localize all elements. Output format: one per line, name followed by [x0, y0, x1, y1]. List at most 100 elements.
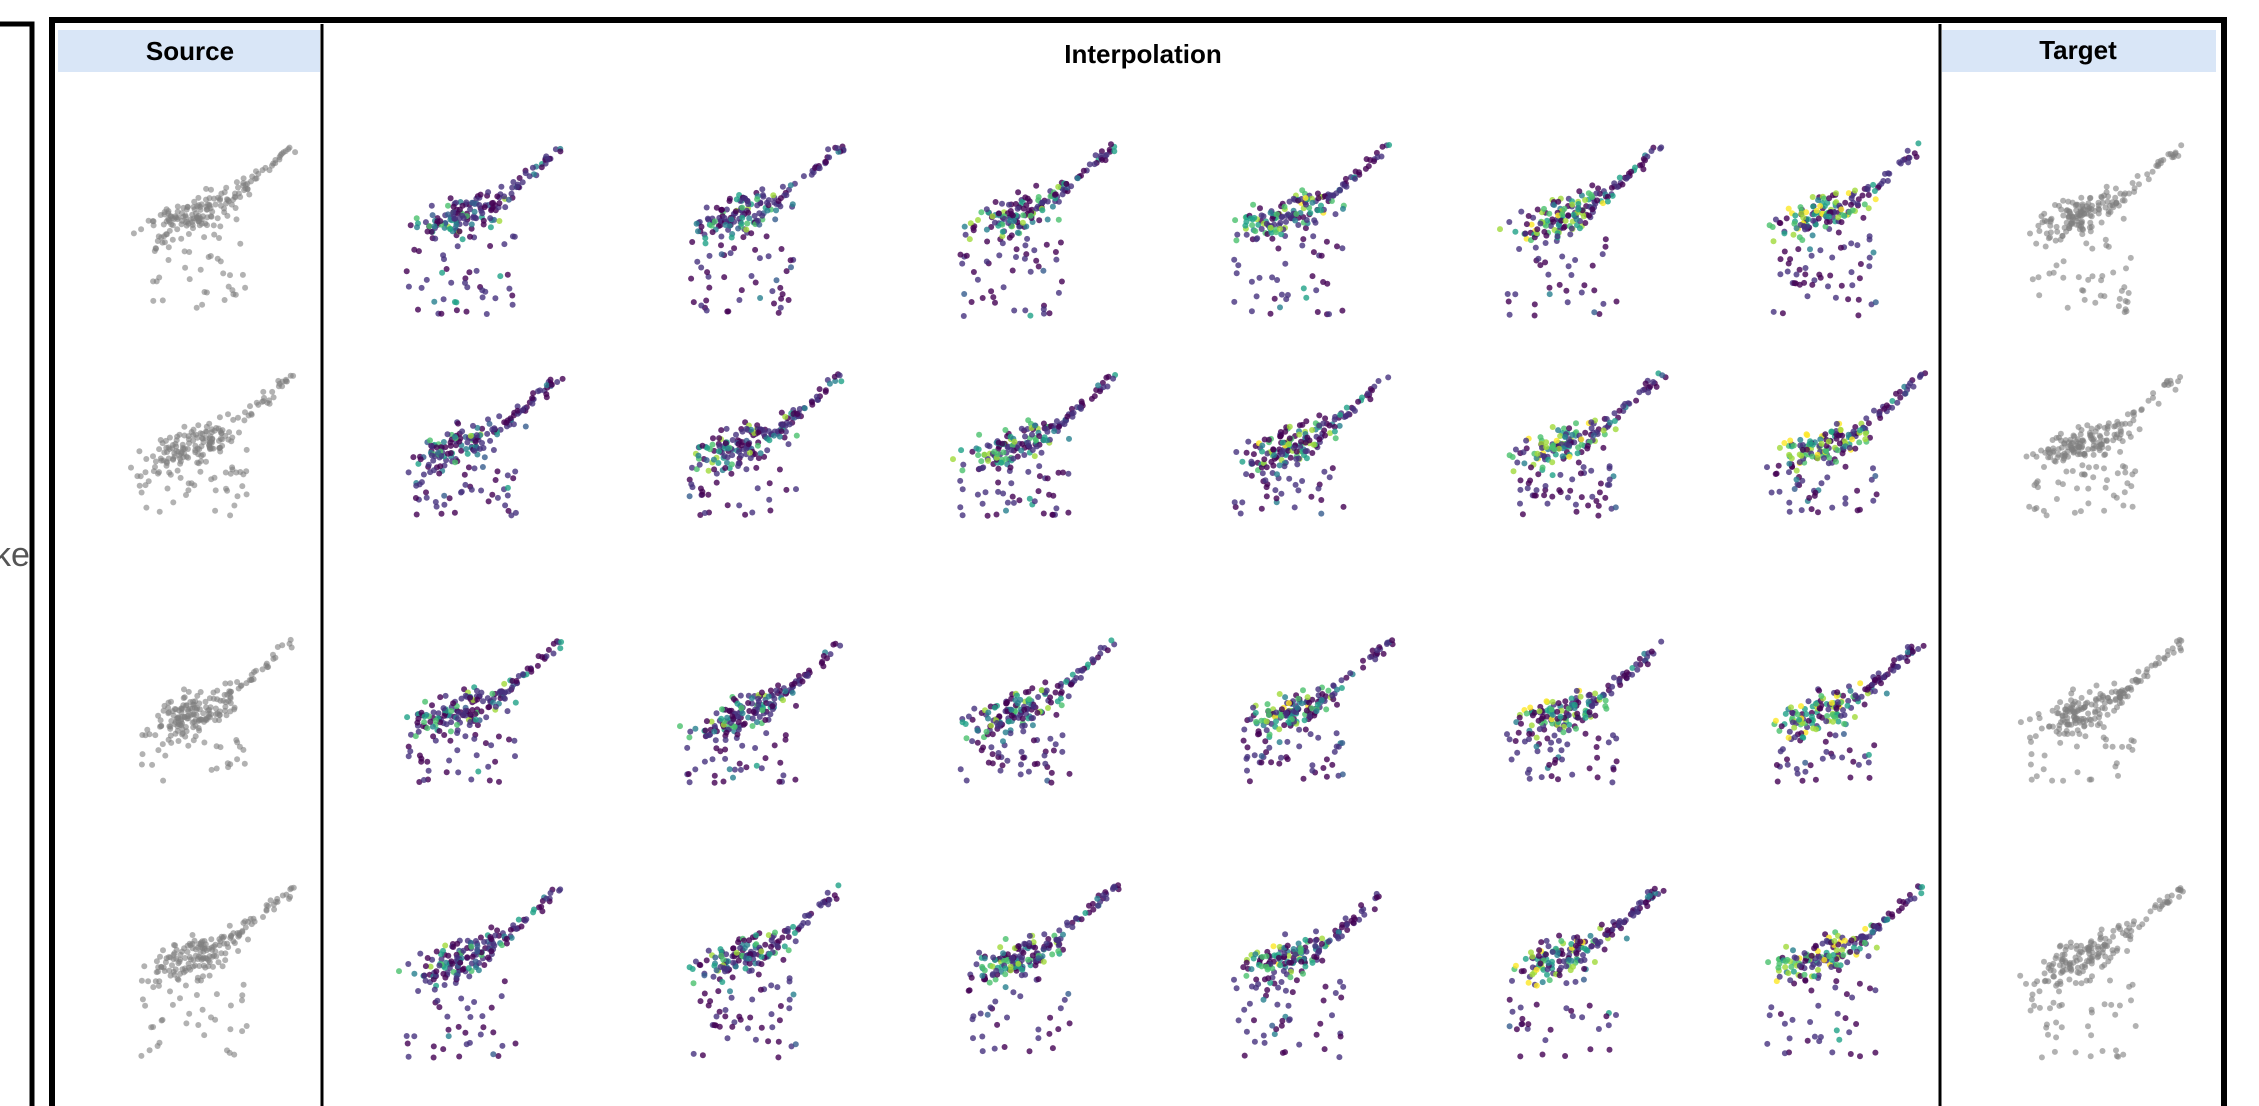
point: [452, 434, 458, 440]
point: [1059, 279, 1065, 285]
point: [429, 203, 435, 209]
point: [1000, 229, 1006, 235]
point: [1870, 465, 1876, 471]
point: [1020, 728, 1026, 734]
point: [2063, 469, 2069, 475]
point: [1591, 432, 1597, 438]
point: [462, 472, 468, 478]
point: [1829, 255, 1835, 261]
point: [182, 265, 188, 271]
point: [1048, 780, 1054, 786]
point: [143, 505, 149, 511]
point: [231, 1052, 237, 1058]
point: [1003, 701, 1009, 707]
point: [2071, 449, 2077, 455]
point: [1294, 461, 1300, 467]
point: [958, 766, 964, 772]
point: [1547, 747, 1553, 753]
point: [704, 269, 710, 275]
point: [2091, 446, 2097, 452]
point: [775, 682, 781, 688]
point: [996, 750, 1002, 756]
point: [990, 751, 996, 757]
point: [1839, 283, 1845, 289]
point: [991, 449, 997, 455]
point: [957, 478, 963, 484]
point: [1374, 647, 1380, 653]
point: [1324, 774, 1330, 780]
point: [1033, 437, 1039, 443]
point: [1522, 739, 1528, 745]
point: [1795, 771, 1801, 777]
point: [1239, 459, 1245, 465]
point: [1286, 476, 1292, 482]
point: [1316, 423, 1322, 429]
point: [1245, 439, 1251, 445]
point: [723, 222, 729, 228]
point: [778, 305, 784, 311]
point: [958, 447, 964, 453]
point: [1600, 301, 1606, 307]
point: [1068, 682, 1074, 688]
point: [218, 436, 224, 442]
point: [497, 273, 503, 279]
point: [172, 454, 178, 460]
point: [523, 424, 529, 430]
point: [2138, 678, 2144, 684]
point: [1824, 219, 1830, 225]
point: [1821, 455, 1827, 461]
point: [1549, 459, 1555, 465]
point: [1269, 274, 1275, 280]
point: [1791, 443, 1797, 449]
point: [995, 480, 1001, 486]
point: [1308, 731, 1314, 737]
point: [723, 737, 729, 743]
point: [1044, 688, 1050, 694]
point: [227, 694, 233, 700]
point: [185, 743, 191, 749]
point: [1075, 175, 1081, 181]
point: [2068, 437, 2074, 443]
point: [423, 489, 429, 495]
point: [1506, 299, 1512, 305]
point: [2061, 451, 2067, 457]
point: [784, 268, 790, 274]
point: [2066, 225, 2072, 231]
point: [1602, 495, 1608, 501]
point: [1521, 460, 1527, 466]
point: [1574, 216, 1580, 222]
point: [1595, 185, 1601, 191]
point: [1796, 717, 1802, 723]
point: [738, 693, 744, 699]
point: [1822, 431, 1828, 437]
point: [158, 212, 164, 218]
point: [178, 475, 184, 481]
point: [1616, 677, 1622, 683]
point: [1078, 667, 1084, 673]
point: [152, 732, 158, 738]
point: [529, 395, 535, 401]
point: [957, 504, 963, 510]
point: [137, 483, 143, 489]
point: [468, 712, 474, 718]
point: [2085, 711, 2091, 717]
point: [1794, 225, 1800, 231]
point: [745, 210, 751, 216]
point: [160, 1017, 166, 1023]
point: [1249, 279, 1255, 285]
point: [2099, 195, 2105, 201]
point: [455, 421, 461, 427]
point: [2054, 224, 2060, 230]
point: [209, 767, 215, 773]
point: [2093, 702, 2099, 708]
point: [1268, 225, 1274, 231]
point: [1577, 225, 1583, 231]
point: [984, 239, 990, 245]
point: [1277, 434, 1283, 440]
point: [220, 963, 226, 969]
point: [2135, 173, 2141, 179]
point: [764, 200, 770, 206]
point: [2126, 744, 2132, 750]
point: [1897, 395, 1903, 401]
point: [1829, 505, 1835, 511]
